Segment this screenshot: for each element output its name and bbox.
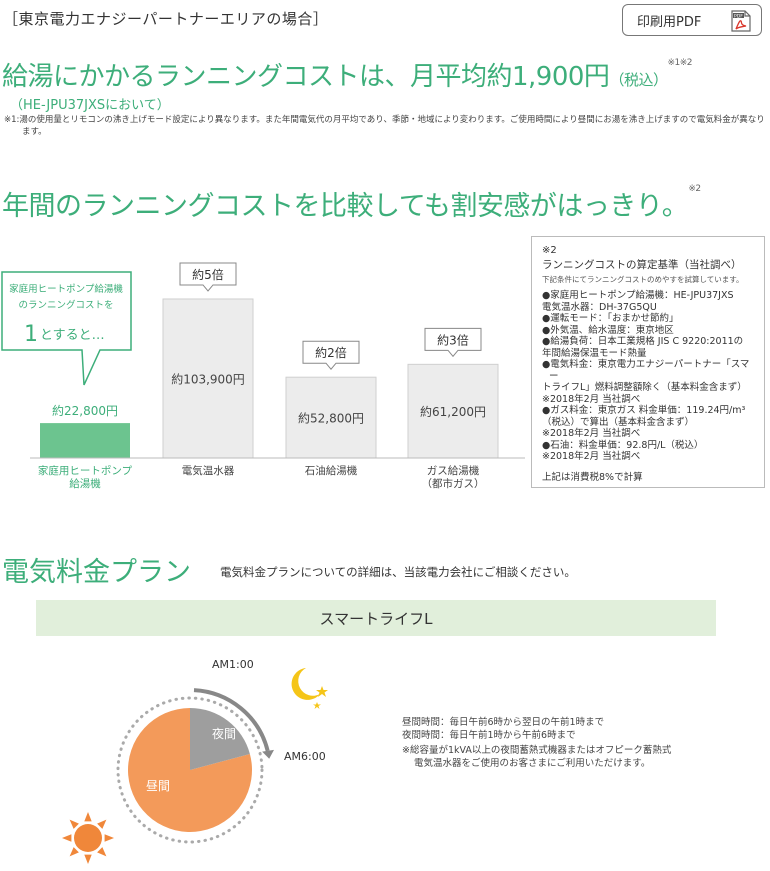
print-pdf-label: 印刷用PDF [637,14,702,30]
headline-note-refs: ※1※2 [667,58,692,68]
crescent-moon-icon [291,668,328,709]
day-label: 昼間 [146,779,170,793]
area-label: ［東京電力エナジーパートナーエリアの場合］ [3,10,329,28]
night-slice [190,708,250,770]
plan-description: 電気料金プランについての詳細は、当該電力会社にご相談ください。 [220,565,576,579]
multiplier-bubble [424,327,482,358]
notes-item: 電気温水器：DH-37G5QU [542,301,657,313]
am6-label: AM6:00 [284,750,326,763]
multiplier-label: 約3倍 [437,332,469,347]
comparison-heading-text: 年間のランニングコストを比較しても割安感がはっきり。 [2,191,689,222]
plan-name: スマートライフL [319,609,433,628]
sun-icon [62,812,114,864]
bar [162,298,254,459]
bar-value-label: 約52,800円 [298,411,364,426]
notes-item: ●石油：料金単価：92.8円/L（税込） [542,439,704,451]
category-label: 電気温水器 [182,464,235,477]
bar [407,363,499,459]
svg-text:PDF: PDF [734,13,743,19]
multiplier-label: 約2倍 [315,345,347,360]
notes-title: ランニングコストの算定基準（当社調べ） [542,259,742,271]
notes-item: トライフL」燃料調整額除く（基本料金含まず） [542,382,747,393]
model-label: （HE-JPU37JXSにおいて） [10,98,170,113]
notes-footer: 上記は消費税8%で計算 [542,471,643,483]
pdf-file-icon: PDF [731,10,751,36]
am1-label: AM1:00 [212,658,254,671]
comparison-heading: 年間のランニングコストを比較しても割安感がはっきり。※2 [2,184,701,223]
bar [40,423,130,458]
running-cost-bar-chart: 家庭用ヒートポンプ給湯機 のランニングコストを 1 とすると… 約22,800円… [1,262,525,490]
callout-big-number: 1 [24,322,38,347]
eligibility-note: ※総容量が1kVA以上の夜間蓄熱式機器またはオフピーク蓄熱式 [402,745,672,756]
notes-list: ●家庭用ヒートポンプ給湯機：HE-JPU37JXS 電気温水器：DH-37G5Q… [542,290,754,463]
plan-heading: 電気料金プラン [2,557,191,588]
bar [285,376,377,459]
multiplier-bubble [302,340,360,370]
notes-item: ※2018年2月 当社調べ [542,451,641,462]
category-label: ガス給湯機 [427,464,480,477]
multiplier-bubble [179,262,237,292]
plan-name-bar: スマートライフL [36,600,716,636]
notes-item: ●外気温、給水温度：東京地区 [542,324,674,336]
notes-mark: ※2 [542,245,557,256]
night-time-note: 夜間時間：毎日午前1時から午前6時まで [402,730,576,741]
headline-tax: （税込） [609,71,668,89]
notes-item: ※2018年2月 当社調べ [542,428,641,439]
notes-item: ●給湯負荷：日本工業規格 JIS C 9220:2011の [542,336,744,347]
category-label: 石油給湯機 [305,464,358,477]
category-label: 給湯機 [69,477,101,490]
time-period-diagram: AM1:00 AM6:00 夜間 昼間 [62,658,328,864]
notes-item: ●電気料金：東京電力エナジーパートナー「スマー [542,359,750,382]
night-period-arc [193,688,270,752]
notes-item: （税込）で算出（基本料金含まず） [542,416,695,428]
bar-value-label: 約103,900円 [171,371,245,386]
category-label: 家庭用ヒートポンプ [38,464,133,477]
night-period-arrowhead [262,749,275,759]
notes-subtitle: 下記条件にてランニングコストのめやすを試算しています。 [542,275,744,284]
headline-text: 給湯にかかるランニングコストは、月平均約1,900円 [2,62,610,92]
print-pdf-button[interactable]: 印刷用PDF PDF [622,4,762,36]
callout-line1: 家庭用ヒートポンプ給湯機 [9,283,123,295]
running-cost-headline: 給湯にかかるランニングコストは、月平均約1,900円（税込） ※1※2 [2,56,692,93]
notes-item: ※2018年2月 当社調べ [542,393,641,405]
note-1: ※1:湯の使用量とリモコンの沸き上げモード設定により異なります。また年間電気代の… [4,115,765,137]
notes-item: 年間給湯保温モード熱量 [542,347,647,359]
comparison-note-ref: ※2 [688,184,701,194]
callout-line2: のランニングコストを [18,299,113,311]
multiplier-label: 約5倍 [192,267,224,282]
cost-basis-notes: ※2 ランニングコストの算定基準（当社調べ） 下記条件にてランニングコストのめや… [531,236,765,488]
notes-item: ●家庭用ヒートポンプ給湯機：HE-JPU37JXS [542,290,734,301]
night-label: 夜間 [212,726,236,741]
bar-value-label: 約61,200円 [420,404,486,419]
time-period-notes: 昼間時間：毎日午前6時から翌日の午前1時まで 夜間時間：毎日午前1時から午前6時… [402,716,671,770]
eligibility-note-cont: 電気温水器をご使用のお客さまにご利用いただけます。 [414,758,651,769]
category-label: （都市ガス） [422,477,485,490]
callout-rest: とすると… [40,328,105,343]
notes-item: ●運転モード：「おまかせ節約」 [542,313,679,324]
heat-pump-callout: 家庭用ヒートポンプ給湯機 のランニングコストを 1 とすると… [1,271,132,386]
bar-value-label: 約22,800円 [52,403,118,418]
clock-dotted-ring [116,696,264,844]
notes-item: ●ガス料金：東京ガス 料金単価：119.24円/m³ [542,405,746,416]
day-time-note: 昼間時間：毎日午前6時から翌日の午前1時まで [402,717,605,728]
